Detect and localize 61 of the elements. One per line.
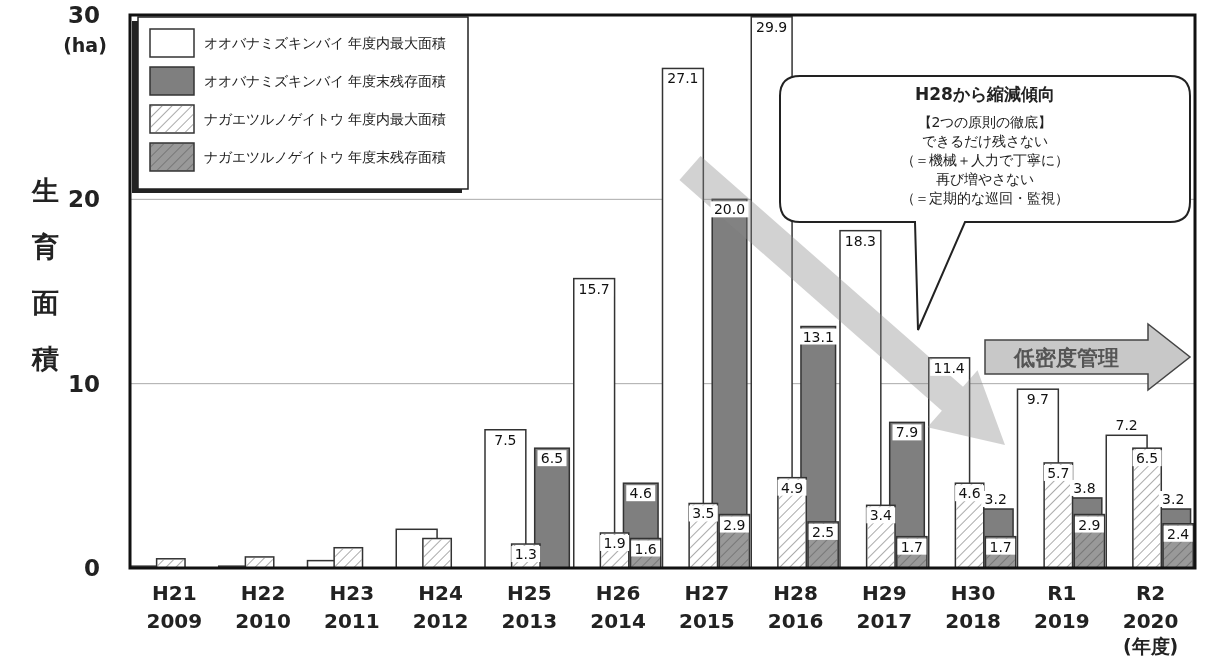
- x-tick-label: R1 2019: [1034, 581, 1090, 633]
- data-label: 3.4: [869, 507, 893, 524]
- data-label: 3.8: [1073, 479, 1096, 496]
- data-label: 2.4: [1167, 525, 1190, 542]
- data-label: 27.1: [667, 70, 699, 87]
- x-tick-label: H29 2017: [856, 581, 913, 633]
- annotation: 低密度管理: [1012, 346, 1119, 370]
- annotation: 【2つの原則の徹底】: [917, 114, 1053, 130]
- annotation: 再び増やさない: [936, 171, 1034, 187]
- text: (ha): [63, 34, 107, 56]
- data-label: 1.7: [900, 538, 924, 555]
- data-label: 2.9: [723, 516, 746, 533]
- data-label: 4.6: [958, 485, 981, 502]
- y-tick-label: 10: [67, 370, 100, 397]
- data-label: 6.5: [1135, 450, 1159, 467]
- y-tick-label: 20: [67, 186, 100, 213]
- x-tick-label: H22 2010: [235, 581, 291, 633]
- data-label: 2.5: [812, 523, 835, 540]
- data-label: 1.3: [514, 546, 537, 563]
- legend-label: オオバナミズキンバイ 年度末残存面積: [204, 73, 447, 89]
- x-tick-label: H28 2016: [767, 581, 824, 633]
- data-label: 9.7: [1026, 391, 1050, 408]
- legend-label: ナガエツルノゲイトウ 年度内最大面積: [204, 111, 447, 127]
- data-label: 1.9: [603, 534, 626, 551]
- data-label: 1.6: [634, 540, 657, 557]
- data-label: 18.3: [844, 232, 876, 249]
- y-tick-label: 0: [83, 555, 100, 581]
- x-tick-label: H25 2013: [501, 581, 558, 633]
- data-label: 3.2: [1162, 491, 1185, 508]
- data-label: 6.5: [540, 450, 564, 467]
- data-label: 7.9: [895, 424, 919, 441]
- annotation: できるだけ残さない: [922, 133, 1048, 149]
- legend-label: オオバナミズキンバイ 年度内最大面積: [204, 35, 447, 51]
- y-axis-title: 生育面積: [30, 175, 59, 374]
- data-label: 3.5: [692, 505, 715, 522]
- y-tick-label: 30: [67, 2, 100, 28]
- annotation: （＝定期的な巡回・監視）: [901, 190, 1069, 206]
- data-label: 4.9: [780, 479, 804, 496]
- data-label: 20.0: [713, 201, 746, 218]
- x-tick-label: H26 2014: [590, 581, 646, 633]
- data-label: 5.7: [1047, 464, 1070, 481]
- data-label: 13.1: [802, 328, 834, 345]
- annotation: （＝機械＋人力で丁寧に）: [901, 152, 1069, 168]
- x-tick-label: H24 2012: [412, 581, 469, 633]
- data-label: 3.2: [984, 491, 1007, 508]
- data-label: 15.7: [578, 280, 610, 297]
- annotation: H28から縮減傾向: [915, 84, 1055, 104]
- x-tick-label: H21 2009: [146, 581, 203, 633]
- data-label: 1.7: [989, 538, 1012, 555]
- data-label: 7.5: [494, 431, 517, 448]
- x-tick-label: H23 2011: [324, 581, 380, 633]
- data-label: 7.2: [1115, 417, 1138, 434]
- x-axis-title: (年度): [1122, 635, 1179, 657]
- data-label: 11.4: [933, 359, 965, 376]
- x-tick-label: R2 2020: [1122, 581, 1179, 633]
- x-tick-label: H30 2018: [945, 581, 1001, 633]
- data-label: 2.9: [1078, 516, 1101, 533]
- data-label: 4.6: [629, 485, 652, 502]
- x-tick-label: H27 2015: [679, 581, 735, 633]
- legend-label: ナガエツルノゲイトウ 年度末残存面積: [204, 149, 447, 165]
- data-label: 29.9: [756, 18, 788, 35]
